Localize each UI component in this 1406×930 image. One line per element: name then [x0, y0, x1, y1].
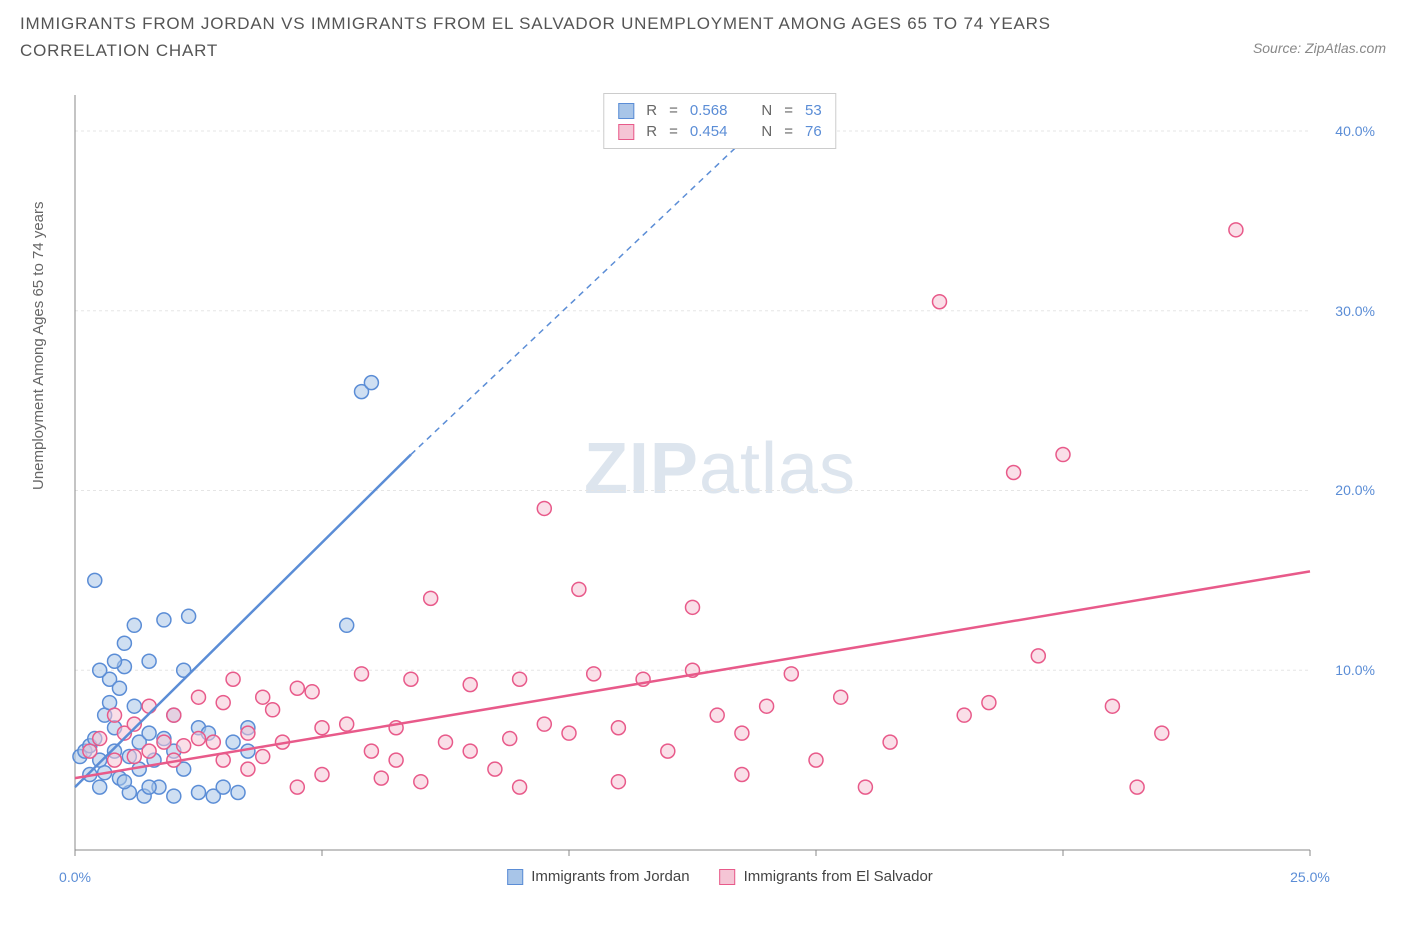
equals-sign: = [784, 123, 793, 140]
series-legend-item-jordan: Immigrants from Jordan [507, 868, 689, 885]
scatter-plot-svg [60, 90, 1380, 880]
x-tick-label: 25.0% [1290, 869, 1330, 885]
n-label: N [761, 123, 772, 140]
y-tick-label: 40.0% [1335, 123, 1375, 139]
y-axis-label: Unemployment Among Ages 65 to 74 years [30, 201, 47, 490]
n-label: N [761, 102, 772, 119]
y-tick-label: 20.0% [1335, 482, 1375, 498]
chart-container: Unemployment Among Ages 65 to 74 years Z… [60, 90, 1380, 880]
n-value-elsalvador: 76 [805, 123, 822, 140]
n-value-jordan: 53 [805, 102, 822, 119]
series-name-elsalvador: Immigrants from El Salvador [744, 868, 933, 885]
equals-sign: = [669, 123, 678, 140]
series-legend-item-elsalvador: Immigrants from El Salvador [720, 868, 933, 885]
r-label: R [646, 123, 657, 140]
correlation-legend: R = 0.568 N = 53 R = 0.454 N = 76 [603, 93, 836, 149]
legend-swatch-icon [720, 869, 736, 885]
y-tick-label: 30.0% [1335, 303, 1375, 319]
correlation-legend-row-elsalvador: R = 0.454 N = 76 [618, 121, 821, 142]
r-value-elsalvador: 0.454 [690, 123, 728, 140]
correlation-legend-row-jordan: R = 0.568 N = 53 [618, 100, 821, 121]
series-legend: Immigrants from Jordan Immigrants from E… [507, 868, 933, 885]
legend-swatch-icon [618, 124, 634, 140]
series-name-jordan: Immigrants from Jordan [531, 868, 689, 885]
legend-swatch-icon [618, 103, 634, 119]
r-label: R [646, 102, 657, 119]
equals-sign: = [784, 102, 793, 119]
chart-title: IMMIGRANTS FROM JORDAN VS IMMIGRANTS FRO… [20, 10, 1170, 64]
r-value-jordan: 0.568 [690, 102, 728, 119]
equals-sign: = [669, 102, 678, 119]
source-attribution: Source: ZipAtlas.com [1253, 10, 1386, 56]
legend-swatch-icon [507, 869, 523, 885]
x-tick-label: 0.0% [59, 869, 91, 885]
y-tick-label: 10.0% [1335, 662, 1375, 678]
